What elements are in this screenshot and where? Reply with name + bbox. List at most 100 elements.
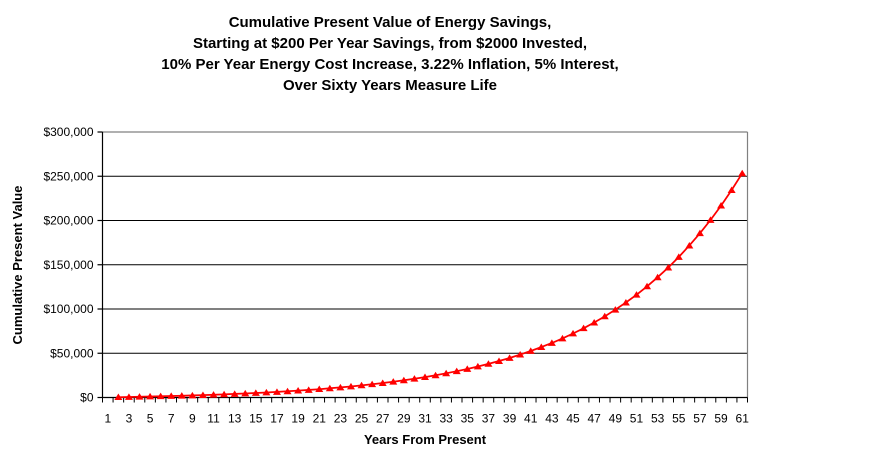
series-marker — [114, 393, 123, 401]
series-marker — [294, 387, 303, 394]
axes — [97, 131, 748, 403]
series-marker — [283, 387, 292, 395]
plot-border — [102, 131, 749, 398]
series-marker — [304, 386, 313, 393]
x-tick-label: 19 — [291, 412, 305, 426]
series-marker — [653, 273, 662, 281]
x-tick-label: 35 — [461, 412, 475, 426]
series-marker — [569, 329, 578, 337]
y-tick-label: $0 — [80, 391, 94, 405]
series-marker — [590, 318, 599, 326]
series-marker — [410, 375, 419, 382]
x-tick-label: 11 — [207, 412, 220, 426]
series-marker — [209, 391, 218, 398]
series-marker — [558, 334, 567, 342]
series-marker — [685, 242, 694, 249]
series-marker — [632, 291, 641, 298]
x-tick-label: 53 — [651, 412, 665, 426]
series-marker — [537, 343, 546, 351]
series-marker — [272, 388, 281, 395]
series-marker — [695, 229, 704, 237]
y-tick-label: $250,000 — [43, 169, 93, 183]
series-marker — [452, 367, 461, 375]
y-tick-label: $50,000 — [50, 346, 94, 360]
x-tick-label: 31 — [418, 412, 432, 426]
series-marker — [357, 381, 366, 389]
series-marker — [177, 392, 186, 399]
series-marker — [495, 357, 504, 364]
series-marker — [368, 380, 377, 388]
x-tick-label: 55 — [672, 412, 686, 426]
x-tick-label: 37 — [482, 412, 496, 426]
series-marker — [346, 382, 355, 390]
series-marker — [621, 298, 630, 306]
x-tick-label: 15 — [249, 412, 263, 426]
y-tick-label: $200,000 — [43, 214, 93, 228]
series-marker — [431, 371, 440, 379]
series-marker — [251, 389, 260, 396]
x-tick-label: 59 — [714, 412, 728, 426]
series-marker — [230, 390, 239, 397]
series-marker — [389, 378, 398, 385]
x-tick-label: 61 — [736, 412, 750, 426]
y-axis-title: Cumulative Present Value — [10, 186, 25, 345]
series-marker — [167, 392, 176, 399]
series-marker — [717, 202, 726, 209]
x-tick-label: 17 — [270, 412, 284, 426]
series-marker — [664, 263, 673, 271]
series-marker — [516, 351, 525, 358]
series-marker — [124, 393, 133, 400]
series-marker — [600, 312, 609, 320]
chart-title-line-1: Cumulative Present Value of Energy Savin… — [228, 14, 552, 31]
x-tick-label: 25 — [355, 412, 369, 426]
x-tick-label: 49 — [609, 412, 623, 426]
series-marker — [262, 388, 271, 396]
data-series — [114, 169, 747, 401]
x-tick-label: 51 — [630, 412, 644, 426]
series-marker — [315, 385, 324, 393]
series-marker — [484, 360, 493, 367]
tick-labels: $0 $50,000 $100,000 $150,000 $200,000 $250,00… — [43, 125, 749, 426]
series-marker — [135, 393, 144, 400]
x-tick-label: 39 — [503, 412, 517, 426]
series-marker — [674, 253, 683, 260]
x-tick-label: 47 — [588, 412, 602, 426]
series-marker — [706, 216, 715, 223]
x-tick-label: 57 — [693, 412, 707, 426]
series-marker — [442, 369, 451, 377]
x-axis-title: Years From Present — [364, 432, 487, 447]
series-marker — [526, 347, 535, 354]
x-tick-label: 27 — [376, 412, 390, 426]
x-tick-label: 45 — [566, 412, 580, 426]
x-tick-label: 13 — [228, 412, 242, 426]
series-marker — [505, 354, 514, 361]
series-marker — [547, 339, 556, 346]
series-marker — [399, 376, 408, 384]
x-tick-label: 23 — [334, 412, 348, 426]
series-marker — [336, 383, 345, 391]
series-marker — [473, 362, 482, 370]
series-marker — [611, 306, 620, 313]
series-marker — [738, 169, 747, 177]
series-marker — [579, 324, 588, 332]
gridlines — [102, 175, 748, 354]
x-tick-label: 43 — [545, 412, 559, 426]
series-line — [118, 172, 743, 399]
series-marker — [188, 391, 197, 399]
chart-title: Cumulative Present Value of Energy Savin… — [40, 12, 740, 96]
chart-title-line-3: 10% Per Year Energy Cost Increase, 3.22%… — [161, 56, 619, 73]
series-marker — [463, 365, 472, 372]
x-tick-label: 7 — [168, 412, 175, 426]
series-marker — [325, 384, 334, 392]
x-tick-label: 1 — [104, 412, 111, 426]
y-tick-label: $150,000 — [43, 258, 93, 272]
series-marker — [146, 392, 155, 400]
x-tick-label: 41 — [524, 412, 538, 426]
y-tick-label: $100,000 — [43, 302, 93, 316]
series-marker — [241, 389, 250, 397]
series-marker — [378, 379, 387, 386]
chart-title-line-4: Over Sixty Years Measure Life — [282, 77, 497, 94]
series-marker — [727, 186, 736, 193]
